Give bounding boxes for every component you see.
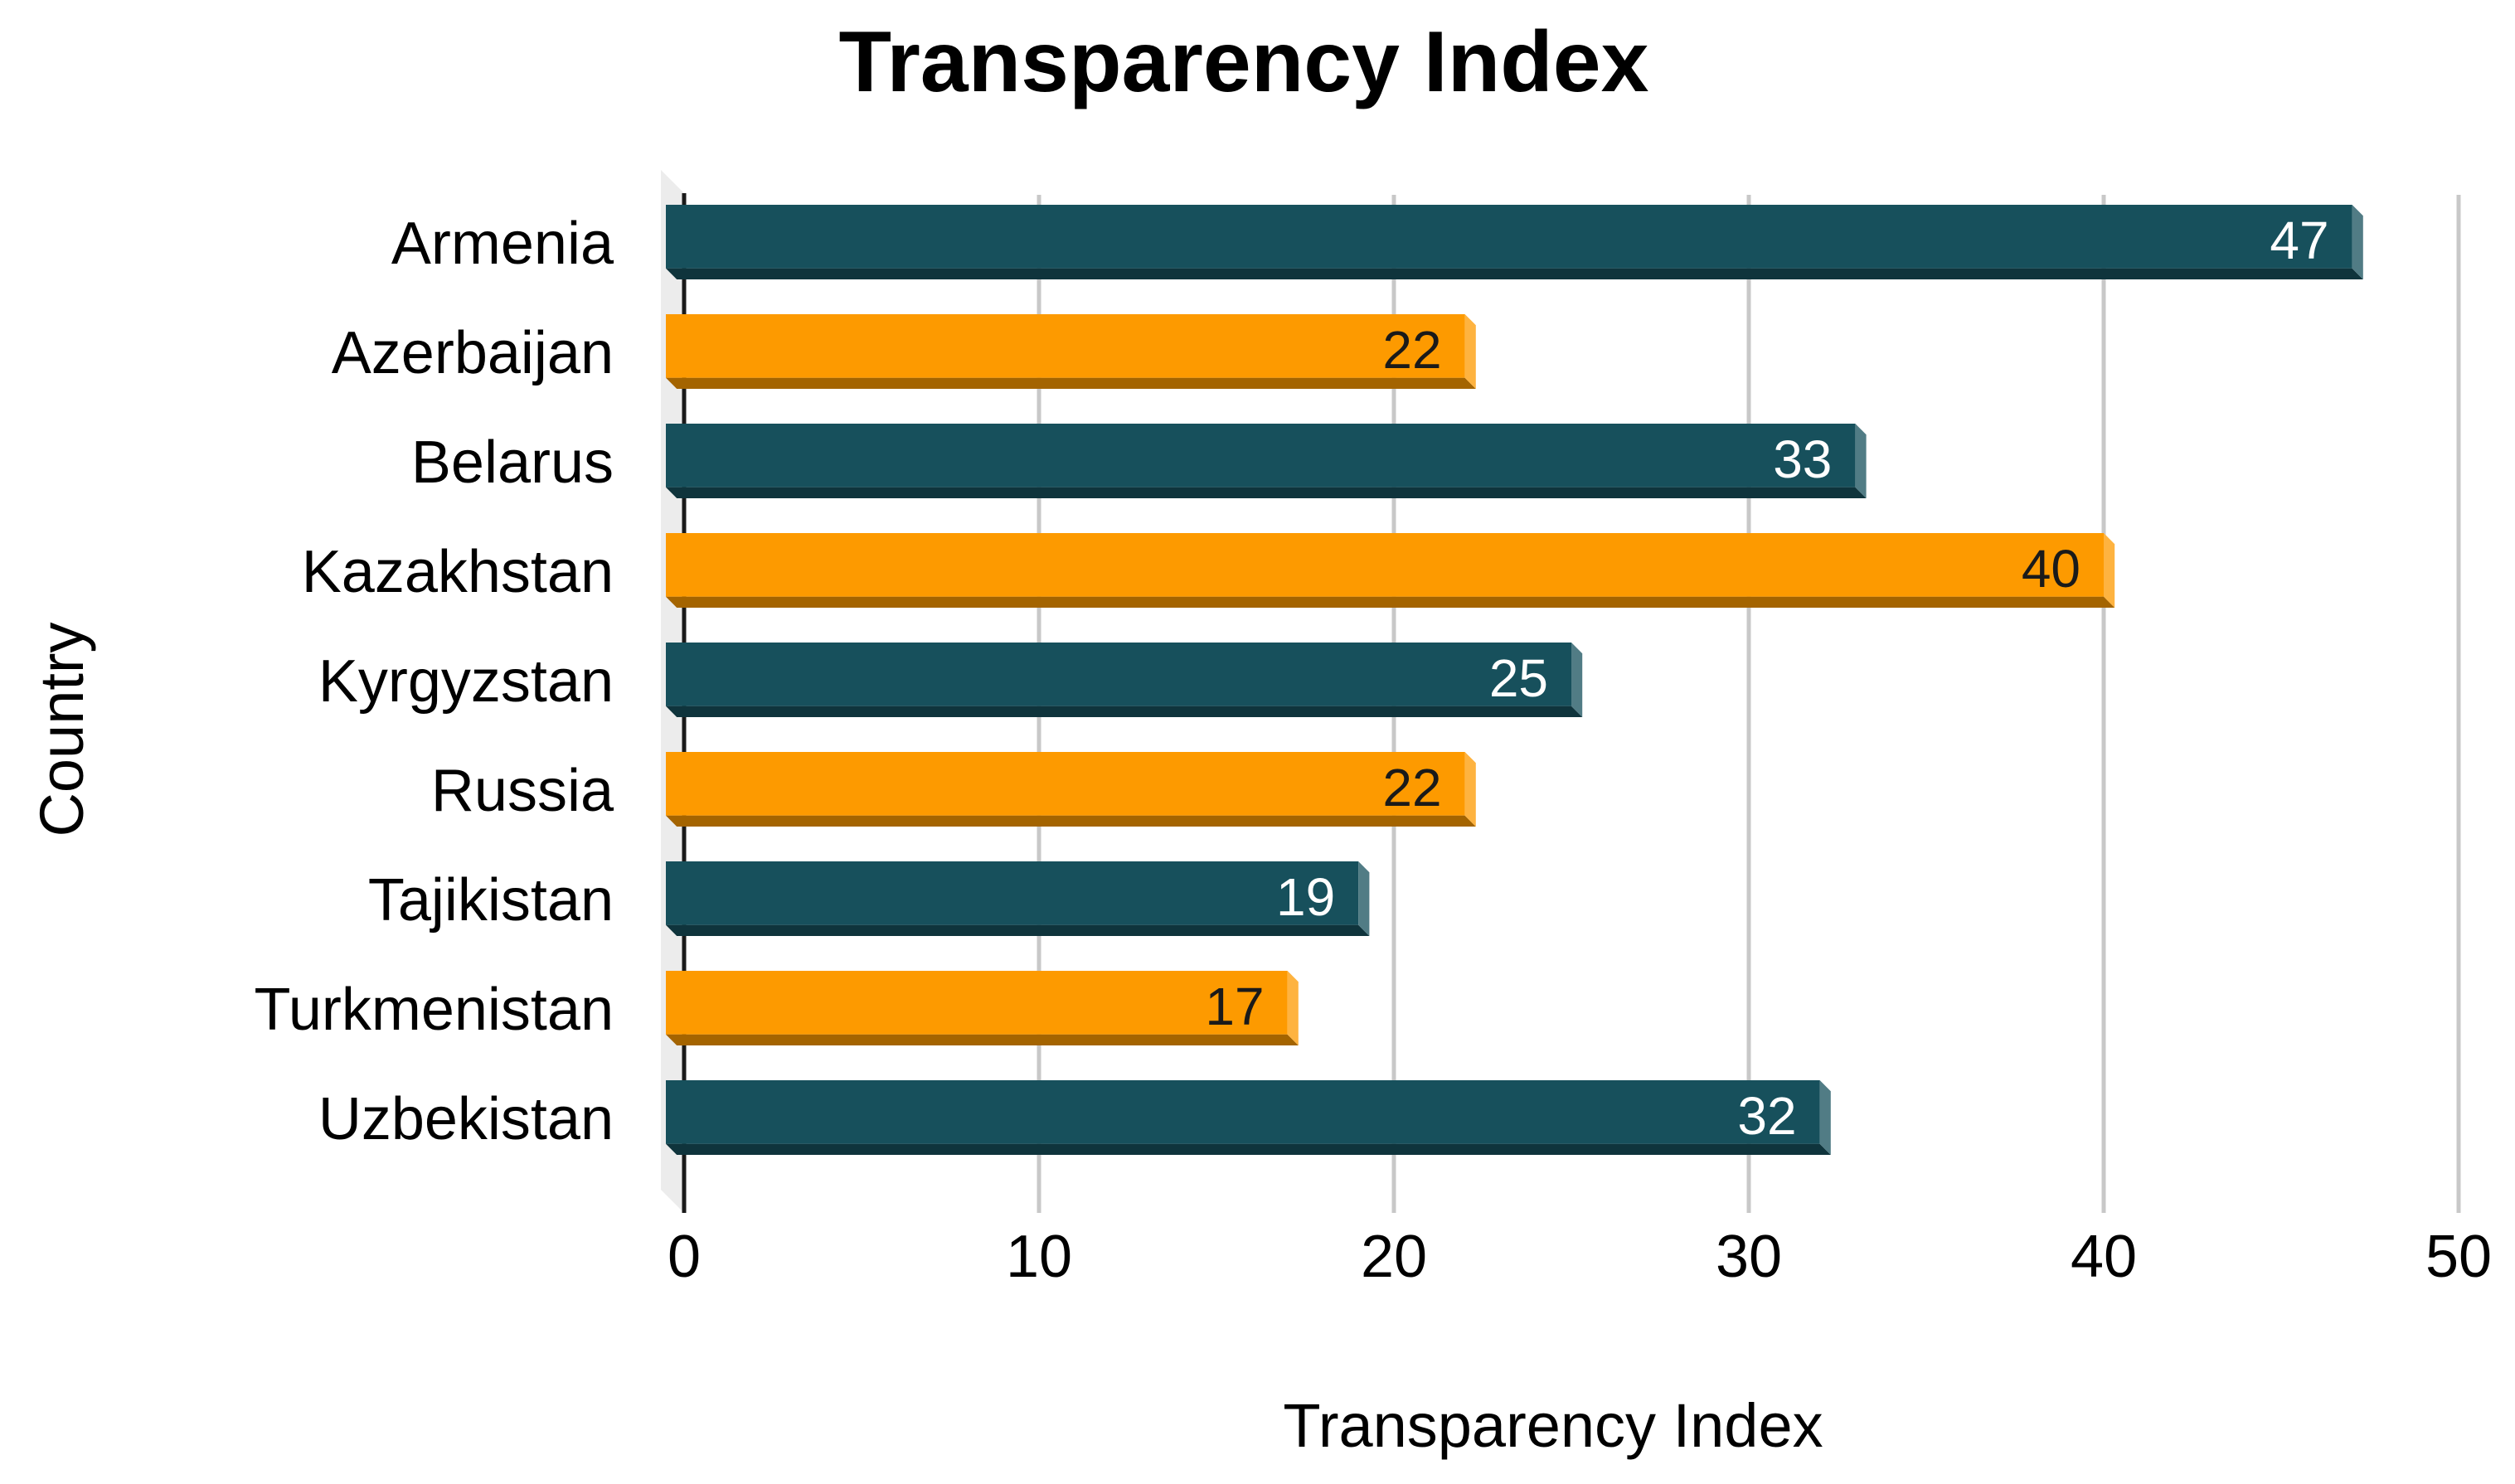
x-axis-title: Transparency Index bbox=[1283, 1391, 1823, 1460]
bar-face bbox=[666, 752, 1465, 816]
bar-belarus: 33 bbox=[666, 424, 1867, 498]
bar-end-cap bbox=[1464, 752, 1476, 827]
category-label: Kazakhstan bbox=[302, 539, 614, 605]
data-label: 33 bbox=[1773, 429, 1832, 489]
bar-face bbox=[666, 861, 1359, 925]
bar-face bbox=[666, 1080, 1820, 1144]
category-label: Azerbaijan bbox=[332, 320, 614, 386]
bar-russia: 22 bbox=[666, 752, 1476, 827]
category-label: Belarus bbox=[411, 429, 614, 496]
x-tick-label: 10 bbox=[1006, 1224, 1072, 1290]
bar-bottom-face bbox=[666, 596, 2115, 608]
bar-face bbox=[666, 205, 2352, 269]
category-label: Russia bbox=[431, 758, 614, 824]
x-tick-label: 40 bbox=[2071, 1224, 2137, 1290]
data-label: 19 bbox=[1276, 867, 1335, 927]
data-label: 47 bbox=[2270, 211, 2328, 270]
bar-tajikistan: 19 bbox=[666, 861, 1370, 936]
bar-kyrgyzstan: 25 bbox=[666, 643, 1583, 717]
data-label: 40 bbox=[2022, 539, 2080, 599]
category-label: Armenia bbox=[391, 211, 614, 277]
bar-face bbox=[666, 971, 1288, 1035]
bar-bottom-face bbox=[666, 268, 2363, 279]
bar-kazakhstan: 40 bbox=[666, 533, 2115, 608]
bar-armenia: 47 bbox=[666, 205, 2363, 279]
data-label: 22 bbox=[1382, 758, 1441, 817]
x-tick-label: 0 bbox=[668, 1224, 701, 1290]
data-label: 17 bbox=[1205, 977, 1264, 1036]
bar-face bbox=[666, 314, 1465, 378]
bar-bottom-face bbox=[666, 487, 1867, 498]
bar-turkmenistan: 17 bbox=[666, 971, 1299, 1045]
category-labels: Armenia Azerbaijan Belarus Kazakhstan Kyrgyz… bbox=[255, 211, 614, 1152]
bar-end-cap bbox=[1819, 1080, 1831, 1155]
chart-title: Transparency Index bbox=[839, 14, 1649, 110]
bar-end-cap bbox=[1464, 314, 1476, 389]
bar-azerbaijan: 22 bbox=[666, 314, 1476, 389]
bar-bottom-face bbox=[666, 377, 1476, 389]
data-label: 25 bbox=[1489, 648, 1548, 708]
bar-face bbox=[666, 643, 1571, 706]
x-tick-label: 50 bbox=[2425, 1224, 2492, 1290]
category-label: Kyrgyzstan bbox=[318, 648, 614, 715]
data-label: 32 bbox=[1737, 1086, 1796, 1146]
x-tick-label: 20 bbox=[1361, 1224, 1427, 1290]
bar-face bbox=[666, 533, 2104, 597]
bar-bottom-face bbox=[666, 1143, 1831, 1155]
data-label: 22 bbox=[1382, 320, 1441, 380]
bar-bottom-face bbox=[666, 1034, 1299, 1045]
bar-end-cap bbox=[2352, 205, 2363, 279]
bar-end-cap bbox=[1287, 971, 1299, 1045]
bar-uzbekistan: 32 bbox=[666, 1080, 1831, 1155]
bar-end-cap bbox=[1855, 424, 1867, 498]
bar-bottom-face bbox=[666, 924, 1370, 936]
bar-end-cap bbox=[1571, 643, 1583, 717]
bar-end-cap bbox=[2104, 533, 2115, 608]
bar-bottom-face bbox=[666, 815, 1476, 827]
x-tick-labels: 0 10 20 30 40 50 bbox=[668, 1224, 2492, 1290]
category-label: Tajikistan bbox=[368, 867, 614, 934]
bar-bottom-face bbox=[666, 706, 1583, 717]
bar-face bbox=[666, 424, 1856, 487]
bar-end-cap bbox=[1358, 861, 1370, 936]
y-axis-title: Country bbox=[27, 622, 96, 837]
category-label: Uzbekistan bbox=[318, 1086, 614, 1152]
x-tick-label: 30 bbox=[1716, 1224, 1782, 1290]
category-label: Turkmenistan bbox=[255, 977, 614, 1043]
